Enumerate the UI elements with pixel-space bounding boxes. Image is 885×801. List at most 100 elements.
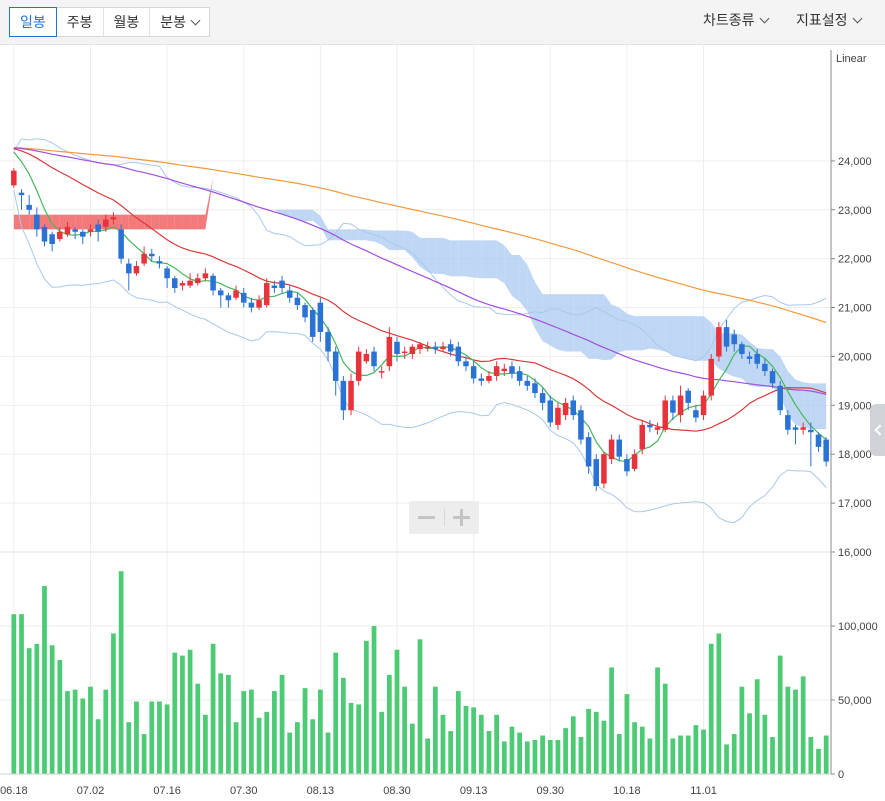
cloud-segment [366,229,375,242]
volume-bar [509,726,515,774]
stock-chart[interactable]: Linear 24,000 23,000 22,000 21,000 20,000 19,0… [0,44,885,801]
candle-body [126,263,132,274]
cloud-segment [442,237,451,277]
candle-body [95,224,101,232]
candle-body [279,280,285,288]
candle-body [624,459,630,472]
cloud-segment [657,316,666,352]
cloud-segment [374,230,382,245]
candle-body [608,439,615,460]
candle-body [800,427,806,430]
candle-body [823,439,829,462]
cloud-segment [159,214,168,230]
candle-body [256,300,262,308]
cloud-segment [205,178,214,230]
candle [723,319,730,352]
candle-body [363,354,370,362]
tab-minute[interactable]: 분봉 [150,8,209,36]
candle [118,224,124,264]
cloud-segment [121,214,129,230]
candle [271,280,278,293]
candle [463,356,469,372]
volume-bar [118,571,124,774]
candle [179,280,186,291]
volume-bar [256,717,262,774]
candle [731,329,737,352]
candle-body [371,351,377,367]
candle-body [785,415,791,430]
candle [302,302,308,323]
candle [478,373,485,386]
indicator-settings-dropdown[interactable]: 지표설정 [796,10,862,30]
cloud-segment [197,214,206,230]
candle [41,224,48,247]
cloud-segment [236,202,244,208]
volume-bar [295,722,300,774]
candle [815,432,822,452]
volume-bar [455,691,461,774]
volume-bar [218,673,224,774]
candle-body [585,437,592,467]
candle-body [524,380,531,386]
volume-bar [724,744,729,774]
candle-body [271,285,278,288]
cloud-segment [75,214,83,230]
cloud-segment [412,231,420,267]
candle [470,361,477,384]
volume-bar [233,722,239,774]
candle-body [478,378,485,381]
cloud-segment [312,209,321,227]
candle [133,261,140,276]
candle [64,222,71,237]
zoom-out-button[interactable] [409,501,444,534]
volume-bar [616,734,622,774]
date-tick-label: 09.13 [460,785,488,797]
candle-body [103,219,109,227]
candle [509,361,515,379]
candle-body [578,410,584,440]
candle [233,285,239,301]
cloud-segment [274,209,283,216]
cloud-segment [144,214,152,230]
zoom-in-button[interactable] [444,501,479,534]
price-tick-label: 21,000 [838,303,872,315]
candle-body [217,290,224,296]
date-tick-label: 07.02 [77,785,105,797]
candle [57,226,63,242]
volume-bar [363,640,369,774]
tab-monthly[interactable]: 월봉 [104,8,151,36]
candle-body [332,351,339,381]
zoom-control [409,501,479,534]
candle [601,451,607,489]
cloud-segment [190,214,198,230]
candle-body [64,226,71,235]
volume-bar [134,701,139,774]
side-panel-toggle[interactable] [870,404,885,456]
candle [562,398,569,420]
volume-bar [210,643,216,774]
cloud-segment [136,214,145,230]
cloud-segment [335,229,344,241]
ma5-line [13,151,827,463]
minus-icon [418,516,435,519]
candle-body [424,346,431,349]
candle-body [240,292,247,303]
volume-bar [670,738,676,774]
cloud-segment [465,240,474,278]
indicator-settings-label: 지표설정 [796,12,848,28]
volume-bar [226,674,231,774]
price-tick-label: 16,000 [838,547,872,559]
candle-body [455,346,462,362]
candle [440,341,446,352]
chart-type-dropdown[interactable]: 차트종류 [703,10,769,30]
cloud-segment [810,383,819,430]
volume-bar [203,714,208,774]
candle-body [792,427,799,430]
candle [432,341,439,354]
volume-bar [662,683,668,774]
volume-bar [463,705,469,774]
tab-weekly[interactable]: 주봉 [57,8,104,36]
tab-daily[interactable]: 일봉 [9,7,57,37]
candle-body [348,380,354,411]
cloud-segment [473,240,482,279]
